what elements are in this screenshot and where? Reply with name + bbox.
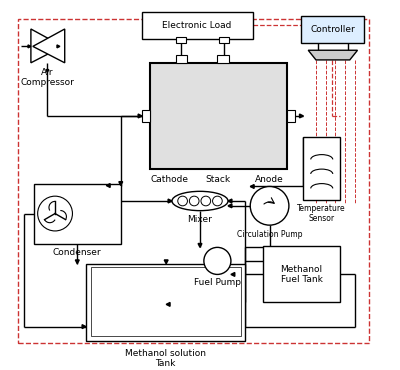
Circle shape [189,196,199,206]
Polygon shape [28,45,31,48]
Polygon shape [57,45,60,48]
Text: Air
Compressor: Air Compressor [20,68,74,87]
Text: Anode: Anode [255,175,284,184]
Bar [303,137,340,200]
Bar [217,55,229,63]
Circle shape [178,196,188,206]
Text: Methanol solution
Tank: Methanol solution Tank [125,349,206,368]
Polygon shape [31,29,63,63]
Text: Condenser: Condenser [53,248,102,258]
Polygon shape [75,260,79,264]
Bar [263,246,340,302]
Polygon shape [46,70,49,73]
Polygon shape [166,302,170,306]
Circle shape [204,248,231,275]
Text: Fuel Pump: Fuel Pump [194,278,241,287]
Ellipse shape [172,191,228,211]
Circle shape [250,186,289,225]
Polygon shape [106,184,110,188]
Polygon shape [250,185,254,188]
Text: Controller: Controller [310,26,355,34]
Bar [287,110,295,122]
Polygon shape [138,114,142,118]
Polygon shape [300,114,303,118]
Text: Temperature
Sensor: Temperature Sensor [298,204,346,223]
Circle shape [38,196,72,231]
Text: Mixer: Mixer [188,215,212,223]
Polygon shape [228,199,232,203]
Circle shape [201,196,211,206]
Polygon shape [228,204,232,208]
Bar [219,37,229,43]
Bar [86,264,246,341]
Polygon shape [82,325,86,329]
Bar [176,37,186,43]
Polygon shape [164,260,168,264]
Text: Circulation Pump: Circulation Pump [237,230,302,239]
Bar [34,184,121,243]
Polygon shape [168,199,172,203]
Bar [302,16,364,44]
Bar [176,55,188,63]
Bar [91,267,240,336]
Text: Stack: Stack [206,175,231,184]
Circle shape [212,196,222,206]
Polygon shape [308,50,358,60]
Bar [142,110,150,122]
Bar [142,11,253,38]
Bar [150,63,287,169]
Polygon shape [33,29,65,63]
Polygon shape [231,272,235,276]
Text: Methanol
Fuel Tank: Methanol Fuel Tank [280,265,322,284]
Text: Electronic Load: Electronic Load [162,21,232,30]
Polygon shape [119,182,123,185]
Text: Cathode: Cathode [150,175,188,184]
Polygon shape [198,243,202,248]
